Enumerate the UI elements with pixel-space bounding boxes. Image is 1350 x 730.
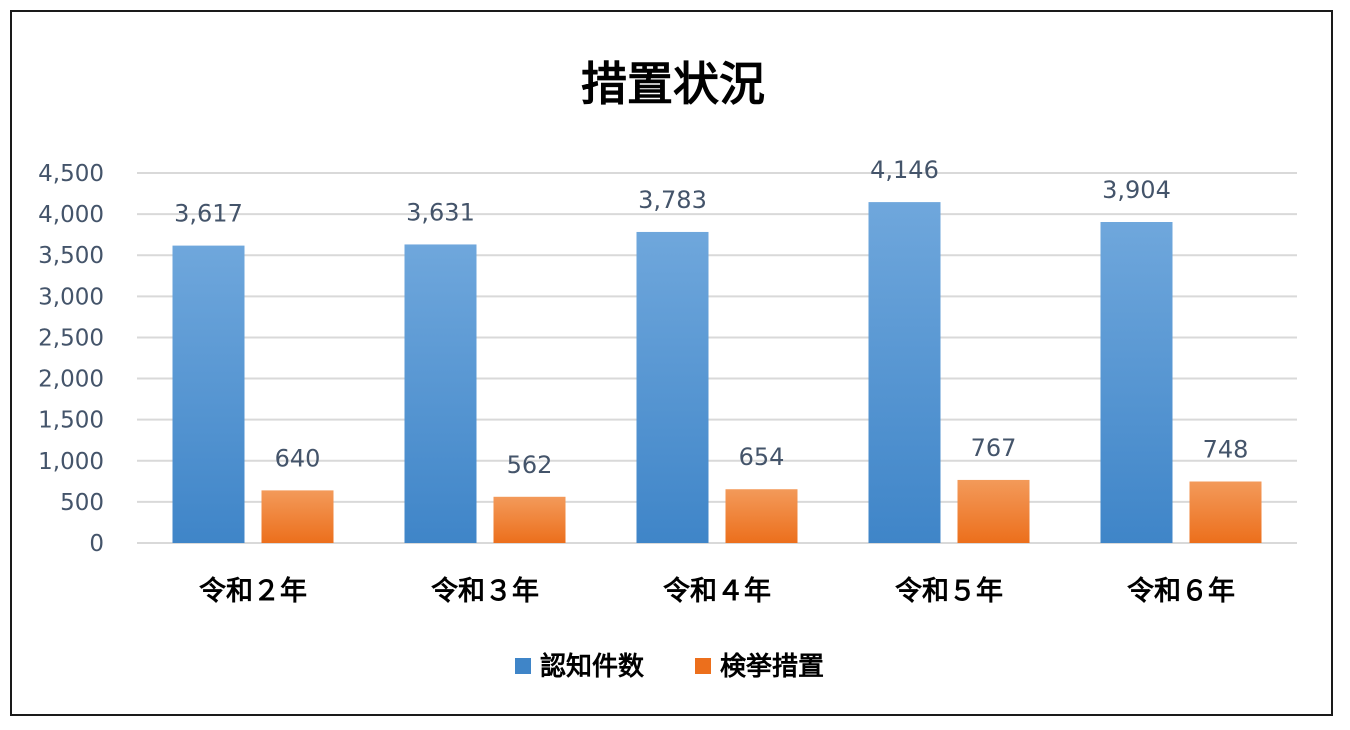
x-tick-label: 令和２年 (199, 575, 307, 607)
bar-series-1-2 (725, 489, 798, 543)
legend-swatch-series-0 (515, 658, 531, 674)
y-tick-label: 2,000 (38, 367, 104, 393)
data-label-series-1-4: 748 (1203, 435, 1249, 463)
y-tick-label: 500 (60, 490, 104, 516)
bar-series-1-4 (1189, 481, 1262, 543)
data-label-series-0-0: 3,617 (174, 200, 243, 228)
x-tick-label: 令和３年 (431, 575, 539, 607)
x-tick-label: 令和５年 (895, 575, 1003, 607)
bar-series-0-3 (868, 202, 941, 543)
data-label-series-1-3: 767 (971, 434, 1017, 462)
y-tick-label: 0 (89, 531, 104, 557)
y-tick-label: 3,500 (38, 243, 104, 269)
data-label-series-0-2: 3,783 (638, 186, 707, 214)
x-tick-label: 令和４年 (663, 575, 771, 607)
bar-series-1-0 (261, 490, 334, 543)
y-tick-label: 2,500 (38, 325, 104, 351)
bar-series-1-3 (957, 479, 1030, 543)
data-label-series-0-1: 3,631 (406, 198, 475, 226)
y-tick-label: 4,500 (38, 161, 104, 187)
data-label-series-0-3: 4,146 (870, 156, 939, 184)
bar-series-0-2 (636, 231, 709, 543)
legend-label-series-1: 検挙措置 (720, 652, 824, 682)
legend: 認知件数 検挙措置 (515, 651, 824, 682)
bar-series-0-4 (1100, 222, 1173, 543)
x-tick-label: 令和６年 (1127, 575, 1235, 607)
bar-series-0-1 (404, 244, 477, 543)
y-tick-label: 4,000 (38, 202, 104, 228)
bars (172, 202, 1262, 543)
bar-series-0-0 (172, 245, 245, 543)
y-axis-ticks: 0 500 1,000 1,500 2,000 2,500 3,000 3,500 4,000 4… (38, 161, 104, 557)
y-tick-label: 1,000 (38, 449, 104, 475)
data-label-series-0-4: 3,904 (1102, 176, 1171, 204)
legend-swatch-series-1 (695, 658, 711, 674)
y-tick-label: 3,000 (38, 284, 104, 310)
data-labels: 3,617 640 3,631 562 3,783 654 4,146 767 3,904 748 (174, 156, 1248, 479)
data-label-series-1-2: 654 (739, 443, 785, 471)
x-axis-ticks: 令和２年 令和３年 令和４年 令和５年 令和６年 (199, 575, 1235, 607)
data-label-series-1-1: 562 (507, 451, 553, 479)
data-label-series-1-0: 640 (275, 444, 321, 472)
bar-series-1-1 (493, 496, 566, 543)
chart-title: 措置状況 (581, 57, 765, 111)
legend-label-series-0: 認知件数 (540, 651, 645, 682)
y-tick-label: 1,500 (38, 408, 104, 434)
